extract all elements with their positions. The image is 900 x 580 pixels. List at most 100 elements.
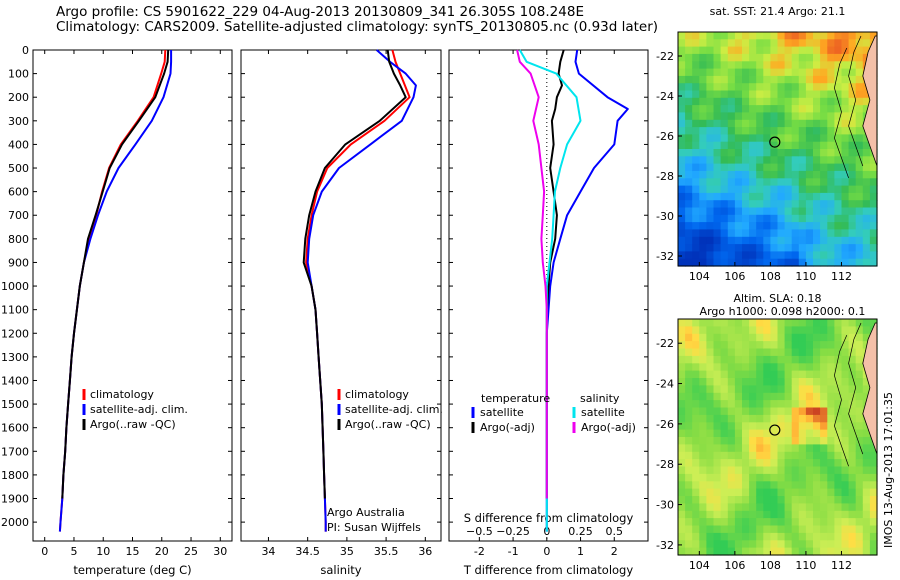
salinity-series-line bbox=[302, 49, 407, 499]
header-line-1: Argo profile: CS 5901622_229 04-Aug-2013… bbox=[56, 4, 584, 20]
depth-tick-label: 1800 bbox=[1, 469, 29, 482]
depth-tick-label: 400 bbox=[8, 138, 29, 151]
depth-tick-label: 100 bbox=[8, 68, 29, 81]
depth-tick-label: 500 bbox=[8, 162, 29, 175]
temperature-xtick-label: 25 bbox=[184, 545, 198, 558]
sla_map-ytick-label: -28 bbox=[656, 458, 674, 471]
sla_map-contour bbox=[834, 334, 849, 467]
sst_map-ytick-label: -22 bbox=[656, 50, 674, 63]
salinity-xtick-label: 35.5 bbox=[374, 545, 399, 558]
difference-xlabel: T difference from climatology bbox=[463, 563, 634, 577]
sst_map-ytick-label: -30 bbox=[656, 210, 674, 223]
legend-label: Argo(-adj) bbox=[581, 421, 636, 434]
legend-title-salinity: salinity bbox=[580, 392, 620, 405]
depth-tick-label: 1500 bbox=[1, 398, 29, 411]
depth-tick-label: 800 bbox=[8, 233, 29, 246]
depth-tick-label: 1900 bbox=[1, 493, 29, 506]
temperature-series-line bbox=[58, 50, 173, 532]
salinity-diff-tick-label: 0.25 bbox=[568, 525, 593, 538]
temperature-xtick-label: 20 bbox=[155, 545, 169, 558]
sst_map-contour bbox=[834, 47, 849, 179]
salinity-xlabel: salinity bbox=[320, 563, 361, 577]
sla_map-title: Altim. SLA: 0.18 bbox=[733, 292, 821, 305]
depth-tick-label: 900 bbox=[8, 256, 29, 269]
salinity-diff-tick-label: −0.5 bbox=[466, 525, 493, 538]
temperature-frame bbox=[32, 49, 233, 542]
annotation-pi: PI: Susan Wijffels bbox=[327, 521, 421, 534]
difference-xtick-label: 0 bbox=[543, 545, 550, 558]
difference-xtick-label: -1 bbox=[508, 545, 519, 558]
depth-tick-label: 2000 bbox=[1, 516, 29, 529]
depth-tick-label: 1300 bbox=[1, 351, 29, 364]
sla_map-field bbox=[678, 319, 878, 556]
header-line-2: Climatology: CARS2009. Satellite-adjuste… bbox=[56, 19, 659, 35]
depth-tick-label: 0 bbox=[22, 44, 29, 57]
salinity-frame bbox=[240, 49, 442, 542]
sla_map-ytick-label: -30 bbox=[656, 499, 674, 512]
sla_map-ytick-label: -22 bbox=[656, 337, 674, 350]
depth-tick-label: 1600 bbox=[1, 422, 29, 435]
footer-stamp: IMOS 13-Aug-2013 17:01:35 bbox=[882, 392, 895, 548]
sla_map-xtick-label: 112 bbox=[831, 559, 852, 572]
salinity-series-line bbox=[305, 49, 411, 532]
difference-series-line bbox=[545, 49, 629, 532]
temperature-xlabel: temperature (deg C) bbox=[73, 563, 191, 577]
salinity-xtick-label: 35 bbox=[340, 545, 354, 558]
difference-frame bbox=[448, 49, 649, 542]
depth-tick-label: 200 bbox=[8, 91, 29, 104]
sst_map-ytick-label: -28 bbox=[656, 170, 674, 183]
sla_map-subtitle: Argo h1000: 0.098 h2000: 0.1 bbox=[700, 305, 866, 318]
salinity-diff-tick-label: −0.25 bbox=[496, 525, 530, 538]
sst_map-ytick-label: -26 bbox=[656, 130, 674, 143]
temperature-xtick-label: 15 bbox=[126, 545, 140, 558]
sst_map-contour bbox=[848, 35, 864, 167]
sst_map-argo-marker bbox=[769, 136, 781, 148]
legend-title-temperature: temperature bbox=[481, 392, 550, 405]
sla_map-ytick-label: -24 bbox=[656, 378, 674, 391]
difference-series-line bbox=[545, 49, 565, 499]
legend-label: satellite bbox=[581, 406, 625, 419]
temperature-xtick-label: 5 bbox=[70, 545, 77, 558]
legend-label: climatology bbox=[345, 388, 409, 401]
depth-tick-label: 1400 bbox=[1, 374, 29, 387]
salinity-xtick-label: 34.5 bbox=[295, 545, 320, 558]
sst_map-xtick-label: 112 bbox=[831, 270, 852, 283]
depth-tick-label: 700 bbox=[8, 209, 29, 222]
sla_map-xtick-label: 110 bbox=[795, 559, 816, 572]
sla_map-frame bbox=[677, 318, 878, 556]
salinity-diff-tick-label: 0.5 bbox=[606, 525, 624, 538]
sst_map-ytick-label: -24 bbox=[656, 90, 674, 103]
sst_map-xtick-label: 108 bbox=[760, 270, 781, 283]
sla_map-argo-marker bbox=[769, 424, 781, 436]
salinity-xtick-label: 34 bbox=[261, 545, 275, 558]
sst_map-ytick-label: -32 bbox=[656, 250, 674, 263]
difference-series-line bbox=[516, 49, 548, 499]
difference-xtick-label: -2 bbox=[474, 545, 485, 558]
sst_map-field bbox=[678, 32, 878, 267]
difference-xtick-label: 2 bbox=[611, 545, 618, 558]
depth-tick-label: 600 bbox=[8, 186, 29, 199]
legend-label: Argo(-adj) bbox=[480, 421, 535, 434]
sla_map-ytick-label: -26 bbox=[656, 418, 674, 431]
temperature-xtick-label: 0 bbox=[41, 545, 48, 558]
temperature-series-line bbox=[61, 49, 170, 499]
sla_map-xtick-label: 106 bbox=[724, 559, 745, 572]
sla_map-xtick-label: 104 bbox=[689, 559, 710, 572]
temperature-xtick-label: 10 bbox=[96, 545, 110, 558]
depth-tick-label: 1700 bbox=[1, 445, 29, 458]
sst_map-title: sat. SST: 21.4 Argo: 21.1 bbox=[710, 5, 846, 18]
legend-label: Argo(..raw -QC) bbox=[345, 418, 431, 431]
legend-label: satellite-adj. clim. bbox=[345, 403, 443, 416]
sst_map-xtick-label: 104 bbox=[689, 270, 710, 283]
temperature-series-line bbox=[58, 49, 167, 532]
depth-tick-label: 300 bbox=[8, 115, 29, 128]
depth-tick-label: 1200 bbox=[1, 327, 29, 340]
legend-label: Argo(..raw -QC) bbox=[90, 418, 176, 431]
sla_map-contour bbox=[848, 322, 864, 455]
salinity-xtick-label: 36 bbox=[418, 545, 432, 558]
legend-label: climatology bbox=[90, 388, 154, 401]
legend-label: satellite-adj. clim. bbox=[90, 403, 188, 416]
sla_map-xtick-label: 108 bbox=[760, 559, 781, 572]
depth-tick-label: 1100 bbox=[1, 304, 29, 317]
